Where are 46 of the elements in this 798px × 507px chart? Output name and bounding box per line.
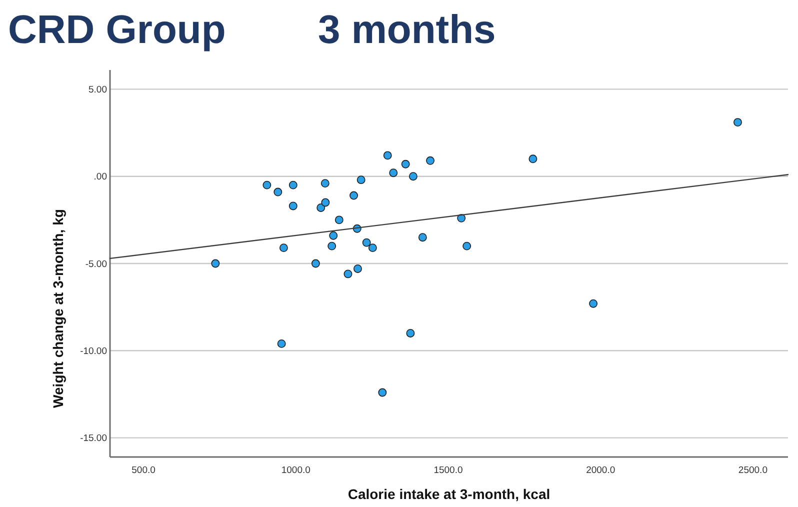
point: [406, 329, 415, 338]
y-tick-label: 5.00: [88, 84, 107, 96]
point: [288, 202, 298, 210]
point: [378, 388, 387, 397]
point: [362, 238, 371, 247]
point: [733, 118, 742, 127]
y-tick-label: -10.00: [80, 346, 107, 357]
point: [408, 172, 418, 181]
point: [334, 216, 344, 224]
x-tick-label: 500.0: [132, 465, 156, 476]
point: [589, 299, 598, 308]
chart-title: CRD Group: [8, 8, 226, 52]
point: [328, 242, 336, 250]
point: [401, 160, 410, 168]
point: [356, 176, 366, 184]
x-tick-label: 1000.0: [281, 465, 310, 476]
point: [383, 151, 392, 160]
point: [288, 180, 298, 190]
point: [426, 156, 434, 165]
point: [279, 244, 288, 252]
point: [389, 168, 398, 178]
point: [321, 198, 330, 207]
chart-subtitle: 3 months: [318, 8, 496, 52]
x-axis-title: Calorie intake at 3-month, kcal: [348, 486, 550, 502]
point: [311, 259, 320, 268]
point: [344, 270, 352, 278]
x-tick-label: 2000.0: [586, 465, 616, 476]
point: [354, 264, 362, 273]
point: [320, 179, 330, 188]
x-tick-label: 1500.0: [434, 465, 463, 476]
point: [274, 188, 282, 196]
point: [316, 203, 326, 212]
point: [350, 191, 358, 200]
point: [418, 233, 427, 242]
point: [528, 154, 538, 164]
point: [211, 259, 220, 268]
point: [462, 242, 472, 250]
point: [277, 339, 286, 348]
y-tick-label: -5.00: [85, 258, 107, 270]
y-tick-label: -15.00: [80, 433, 107, 444]
point: [329, 231, 338, 240]
x-tick-label: 2500.0: [738, 465, 768, 476]
y-tick-label: .00: [94, 172, 107, 183]
y-axis-title: Weight change at 3-month, kg: [50, 209, 66, 408]
point: [368, 244, 377, 252]
point: [262, 180, 272, 190]
